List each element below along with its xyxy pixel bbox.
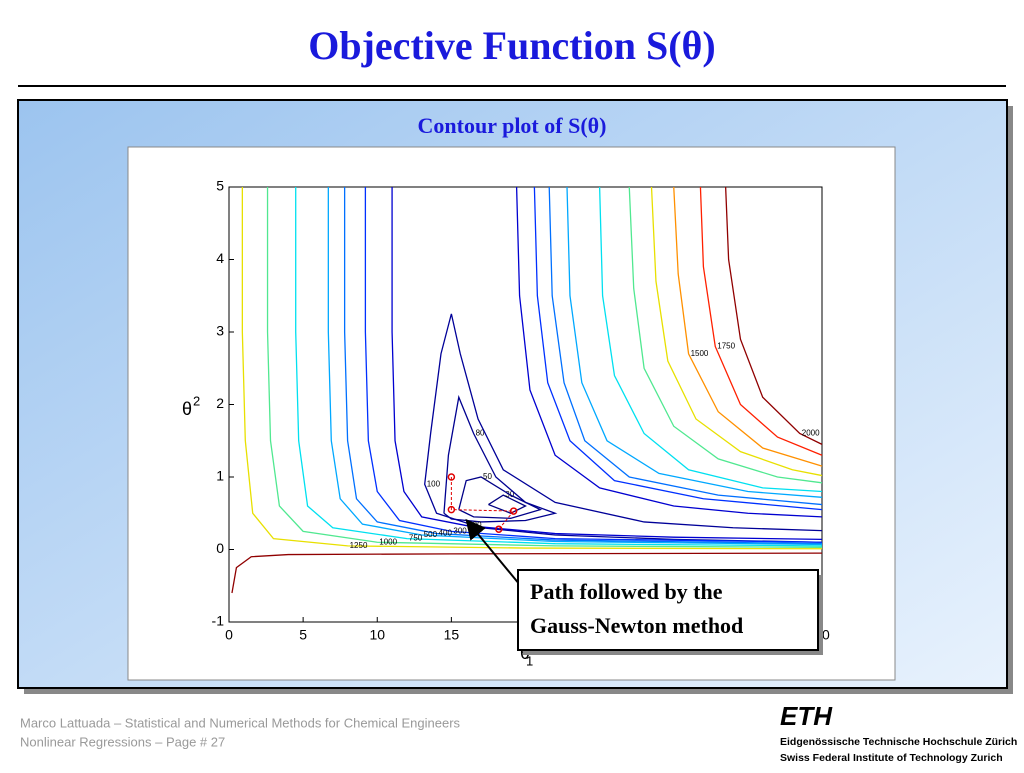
institution: Swiss Federal Institute of Technology Zu… bbox=[780, 752, 1003, 764]
contour-line bbox=[295, 186, 823, 547]
y-label: θ bbox=[182, 399, 192, 419]
x-label-subscript: 1 bbox=[526, 653, 533, 668]
callout-text: Gauss-Newton method bbox=[530, 613, 743, 638]
gn-iterate bbox=[509, 507, 518, 515]
y-tick-label: 4 bbox=[216, 250, 224, 266]
contour-line bbox=[673, 186, 823, 467]
y-label-subscript: 2 bbox=[193, 393, 200, 408]
contour-line bbox=[364, 186, 823, 543]
gn-iterate bbox=[495, 525, 503, 533]
contour-label: 100 bbox=[427, 479, 441, 488]
footer-text: Nonlinear Regressions – Page # 27 bbox=[20, 734, 225, 749]
contour-label: 1750 bbox=[717, 342, 735, 351]
contour-label: 1000 bbox=[379, 537, 397, 546]
contour-label: 300 bbox=[453, 526, 467, 535]
footer-text: Marco Lattuada – Statistical and Numeric… bbox=[20, 715, 461, 730]
contour-label: 80 bbox=[476, 429, 485, 438]
gn-path bbox=[450, 477, 515, 530]
contour-line bbox=[488, 494, 527, 514]
contour-line bbox=[699, 186, 823, 456]
contour-label: 1500 bbox=[691, 349, 709, 358]
callout bbox=[517, 569, 819, 651]
y-tick-label: -1 bbox=[212, 613, 225, 629]
x-tick-label: 5 bbox=[299, 627, 307, 643]
contour-line bbox=[327, 186, 823, 546]
gn-iterate bbox=[447, 473, 456, 481]
contour-line bbox=[266, 186, 823, 548]
contour-line bbox=[241, 186, 823, 550]
contour-line bbox=[391, 186, 823, 540]
contour-label: 50 bbox=[483, 472, 492, 481]
x-tick-label: 15 bbox=[444, 627, 460, 643]
x-tick-label: 10 bbox=[369, 627, 385, 643]
logo: ETH bbox=[780, 701, 833, 731]
contour-label: 2000 bbox=[802, 429, 820, 438]
callout-text: Path followed by the bbox=[530, 579, 723, 604]
x-tick-label: 0 bbox=[225, 627, 233, 643]
gn-iterate bbox=[447, 505, 456, 514]
y-tick-label: 2 bbox=[216, 395, 224, 411]
axes bbox=[228, 186, 823, 623]
callout-arrow bbox=[465, 518, 521, 586]
y-tick-label: 3 bbox=[216, 323, 224, 339]
contour-label: 1250 bbox=[350, 541, 368, 550]
contour-line bbox=[424, 313, 823, 543]
chart-title: Contour plot of S(θ) bbox=[418, 113, 607, 138]
slide-title: Objective Function S(θ) bbox=[308, 23, 716, 68]
y-tick-label: 0 bbox=[216, 540, 224, 556]
institution: Eidgenössische Technische Hochschule Zür… bbox=[780, 736, 1017, 748]
contour-label: 750 bbox=[409, 534, 423, 543]
contour-line bbox=[343, 186, 823, 545]
y-tick-label: 1 bbox=[216, 468, 224, 484]
y-tick-label: 5 bbox=[216, 178, 224, 194]
contour-line bbox=[231, 186, 823, 594]
contour-label: 400 bbox=[439, 529, 453, 538]
contour-label: 500 bbox=[424, 530, 438, 539]
